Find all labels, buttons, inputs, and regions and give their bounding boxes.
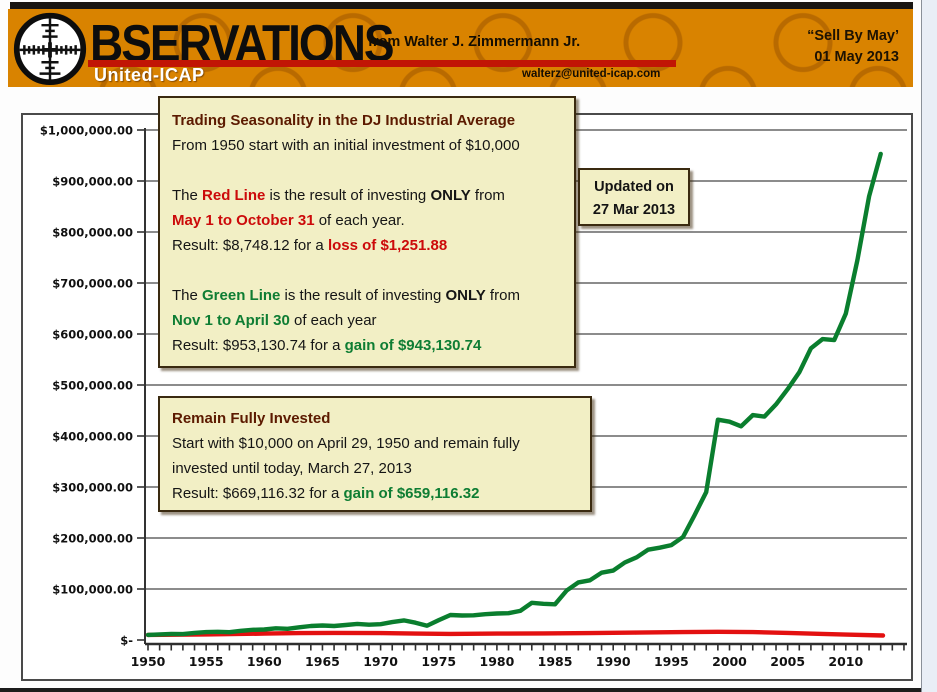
crosshair-logo-icon xyxy=(13,12,87,86)
y-axis-label: $800,000.00 xyxy=(52,226,133,240)
annotation-line: invested until today, March 27, 2013 xyxy=(172,456,578,481)
annotation-line: The Red Line is the result of investing … xyxy=(172,183,562,208)
annotation-line: May 1 to October 31 of each year. xyxy=(172,208,562,233)
x-axis-label: 1975 xyxy=(421,654,456,669)
x-axis-label: 2000 xyxy=(712,654,747,669)
y-axis-label: $1,000,000.00 xyxy=(40,124,133,138)
annotation-segment: of each year. xyxy=(314,212,405,229)
annotation-segment: Result: $8,748.12 for a xyxy=(172,237,328,254)
brand-red-stripe xyxy=(88,60,676,67)
annotation-segment: Result: $953,130.74 for a xyxy=(172,337,345,354)
annotation-line: Nov 1 to April 30 of each year xyxy=(172,308,562,333)
x-axis-label: 1960 xyxy=(247,654,282,669)
y-axis-label: $700,000.00 xyxy=(52,277,133,291)
annotation-line xyxy=(172,158,562,183)
x-axis-label: 1965 xyxy=(305,654,340,669)
author-email: walterz@united-icap.com xyxy=(522,68,661,80)
annotation-line xyxy=(172,258,562,283)
y-axis-label: $600,000.00 xyxy=(52,328,133,342)
updated-on-date: 27 Mar 2013 xyxy=(592,202,676,218)
fully-invested-annotation-box: Remain Fully Invested Start with $10,000 … xyxy=(158,396,592,512)
annotation-segment: invested until today, March 27, 2013 xyxy=(172,460,412,477)
issue-tagline: “Sell By May’ xyxy=(807,28,899,44)
annotation-segment: is the result of investing xyxy=(280,287,446,304)
annotation-segment: Result: $669,116.32 for a xyxy=(172,485,344,502)
x-axis-label: 1995 xyxy=(654,654,689,669)
annotation-segment: From 1950 start with an initial investme… xyxy=(172,137,520,154)
company-name: United-ICAP xyxy=(94,65,205,85)
annotation-segment: from xyxy=(485,287,520,304)
annotation-line: Result: $669,116.32 for a gain of $659,1… xyxy=(172,481,578,506)
x-axis-label: 1955 xyxy=(189,654,224,669)
annotation-line: Trading Seasonality in the DJ Industrial… xyxy=(172,108,562,133)
annotation-segment: Red Line xyxy=(202,187,266,204)
annotation-line: The Green Line is the result of investin… xyxy=(172,283,562,308)
issue-info: “Sell By May’ 01 May 2013 xyxy=(807,26,899,68)
x-axis-label: 1970 xyxy=(363,654,398,669)
annotation-segment: gain of $943,130.74 xyxy=(344,337,482,354)
annotation-segment: The xyxy=(172,287,203,304)
updated-on-box: Updated on 27 Mar 2013 xyxy=(578,168,690,226)
masthead: BSERVATIONS United-ICAP from Walter J. Z… xyxy=(8,9,913,87)
annotation-segment: is the result of investing xyxy=(265,187,431,204)
page-edge-strip xyxy=(921,0,937,692)
annotation-segment: Start with $10,000 on April 29, 1950 and… xyxy=(172,435,520,452)
x-axis-label: 1980 xyxy=(480,654,515,669)
annotation-line: From 1950 start with an initial investme… xyxy=(172,133,562,158)
annotation-segment: loss of $1,251.88 xyxy=(327,237,448,254)
annotation-segment: Remain Fully Invested xyxy=(172,410,331,427)
annotation-line: Result: $953,130.74 for a gain of $943,1… xyxy=(172,333,562,358)
bottom-bar xyxy=(0,688,921,692)
top-bar xyxy=(10,2,913,10)
annotation-segment: May 1 to October 31 xyxy=(172,212,315,229)
annotation-segment: Trading Seasonality in the DJ Industrial… xyxy=(172,112,516,129)
annotation-segment: from xyxy=(470,187,505,204)
author-byline: from Walter J. Zimmermann Jr. xyxy=(368,34,581,50)
x-axis-label: 1990 xyxy=(596,654,631,669)
y-axis-label: $100,000.00 xyxy=(52,583,133,597)
y-axis-label: $900,000.00 xyxy=(52,175,133,189)
x-axis-label: 2005 xyxy=(770,654,805,669)
y-axis-label: $- xyxy=(120,634,133,648)
seasonality-annotation-box: Trading Seasonality in the DJ Industrial… xyxy=(158,96,576,368)
updated-on-label: Updated on xyxy=(594,179,674,195)
annotation-segment: gain of $659,116.32 xyxy=(343,485,480,502)
x-axis-label: 1985 xyxy=(538,654,573,669)
x-axis-label: 2010 xyxy=(828,654,863,669)
annotation-segment: ONLY xyxy=(445,287,486,304)
green-series-line xyxy=(145,151,883,638)
annotation-segment: Green Line xyxy=(202,287,281,304)
issue-date: 01 May 2013 xyxy=(814,49,899,65)
y-axis-label: $200,000.00 xyxy=(52,532,133,546)
y-axis-label: $500,000.00 xyxy=(52,379,133,393)
annotation-segment: of each year xyxy=(289,312,377,329)
annotation-segment: Nov 1 to April 30 xyxy=(172,312,290,329)
annotation-line: Remain Fully Invested xyxy=(172,406,578,431)
annotation-segment: ONLY xyxy=(430,187,471,204)
x-axis-label: 1950 xyxy=(131,654,166,669)
red-series-line xyxy=(145,629,886,638)
y-axis-label: $300,000.00 xyxy=(52,481,133,495)
y-axis-label: $400,000.00 xyxy=(52,430,133,444)
annotation-line: Start with $10,000 on April 29, 1950 and… xyxy=(172,431,578,456)
annotation-segment: The xyxy=(172,187,203,204)
annotation-line: Result: $8,748.12 for a loss of $1,251.8… xyxy=(172,233,562,258)
